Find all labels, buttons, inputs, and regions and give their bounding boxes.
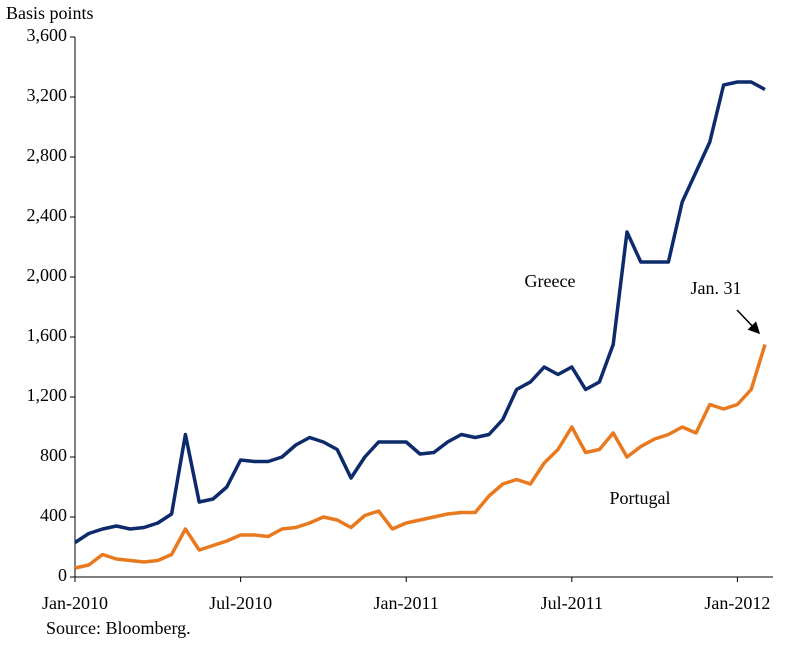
y-tick-label: 800 <box>40 445 67 465</box>
annotation: Greece <box>525 271 576 291</box>
y-tick-label: 1,600 <box>27 325 68 345</box>
annotation: Portugal <box>610 488 671 508</box>
line-series <box>74 80 766 544</box>
y-tick-label: 2,400 <box>27 205 68 225</box>
x-tick-label: Jul-2011 <box>541 593 603 613</box>
x-tick-label: Jul-2010 <box>209 593 272 613</box>
y-tick-label: 3,200 <box>27 85 68 105</box>
y-tick-label: 400 <box>40 505 67 525</box>
y-tick-label: 2,000 <box>27 265 68 285</box>
source-note: Source: Bloomberg. <box>46 618 191 638</box>
y-tick-label: 3,600 <box>27 25 68 45</box>
line-series <box>74 343 767 570</box>
y-tick-label: 1,200 <box>27 385 68 405</box>
y-tick-label: 2,800 <box>27 145 68 165</box>
annotation: Jan. 31 <box>691 278 742 298</box>
y-axis-label: Basis points <box>6 3 94 23</box>
x-tick-label: Jan-2011 <box>374 593 439 613</box>
x-tick-label: Jan-2010 <box>42 593 108 613</box>
y-tick-label: 0 <box>58 565 67 585</box>
x-tick-label: Jan-2012 <box>704 593 770 613</box>
annotation-arrow <box>736 309 761 335</box>
